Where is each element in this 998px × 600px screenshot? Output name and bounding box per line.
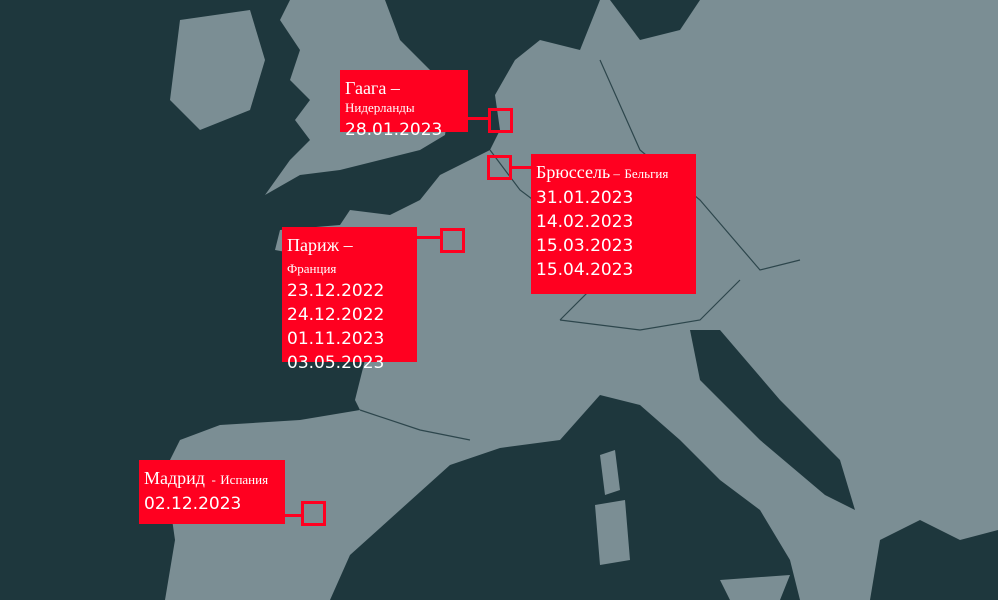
- country-name: Испания: [220, 472, 269, 487]
- date: 23.12.2022: [287, 281, 385, 301]
- country-name: Франция: [287, 261, 337, 276]
- sicily: [720, 575, 790, 600]
- mediterranean-sea: [330, 395, 800, 600]
- border: [559, 279, 741, 331]
- aegean-sea: [870, 520, 998, 600]
- date: 15.03.2023: [536, 236, 634, 256]
- separator: –: [386, 78, 400, 98]
- separator: -: [204, 472, 216, 487]
- marker-label-paris: Париж – Франция 23.12.2022 24.12.2022 01…: [282, 227, 417, 373]
- location-marker-madrid[interactable]: [301, 501, 326, 526]
- border: [599, 59, 801, 271]
- connector-line: [285, 514, 303, 517]
- date: 03.05.2023: [287, 353, 385, 373]
- city-name: Париж: [287, 235, 340, 255]
- separator: –: [610, 166, 620, 181]
- location-marker-hague[interactable]: [488, 108, 513, 133]
- city-name: Мадрид: [144, 468, 205, 488]
- country-name: Нидерланды: [345, 100, 415, 115]
- ireland: [170, 10, 265, 130]
- corsica: [600, 450, 620, 495]
- connector-line: [468, 117, 490, 120]
- marker-label-brussels: Брюссель – Бельгия 31.01.2023 14.02.2023…: [531, 154, 696, 294]
- city-name: Брюссель: [536, 162, 611, 182]
- border: [359, 409, 471, 441]
- city-name: Гаага: [345, 78, 387, 98]
- date: 31.01.2023: [536, 188, 634, 208]
- connector-line: [417, 236, 442, 239]
- marker-label-madrid: Мадрид - Испания 02.12.2023: [139, 460, 285, 524]
- date: 15.04.2023: [536, 260, 634, 280]
- date: 24.12.2022: [287, 305, 385, 325]
- date: 02.12.2023: [144, 494, 242, 514]
- marker-label-hague: Гаага – Нидерланды 28.01.2023: [340, 70, 468, 140]
- date: 01.11.2023: [287, 329, 385, 349]
- date: 14.02.2023: [536, 212, 634, 232]
- location-marker-brussels[interactable]: [487, 155, 512, 180]
- location-marker-paris[interactable]: [440, 228, 465, 253]
- baltic-sea: [610, 0, 700, 40]
- sardinia: [595, 500, 630, 565]
- connector-line: [512, 166, 532, 169]
- separator: –: [339, 235, 353, 255]
- country-name: Бельгия: [624, 166, 669, 181]
- date: 28.01.2023: [345, 120, 443, 140]
- adriatic-sea: [690, 330, 855, 510]
